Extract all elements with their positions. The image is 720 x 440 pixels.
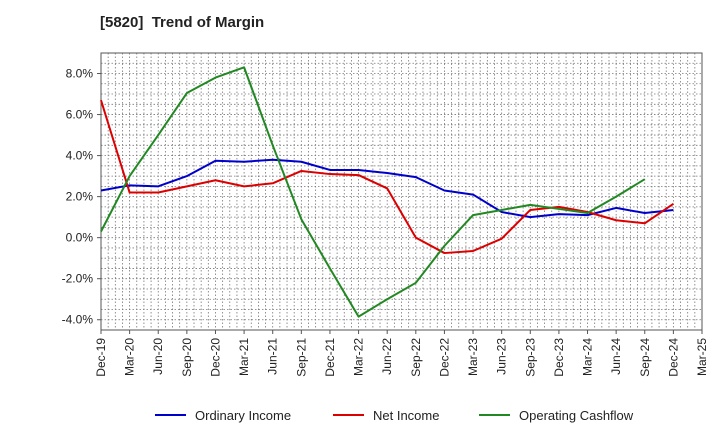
y-tick-label: 0.0% (66, 231, 94, 245)
chart-title: [5820] Trend of Margin (100, 14, 265, 31)
x-tick-label: Dec-23 (552, 338, 566, 377)
x-tick-label: Sep-22 (409, 338, 423, 377)
grid-layer (100, 52, 703, 331)
y-tick-label: -4.0% (62, 313, 94, 327)
x-tick-label: Jun-21 (266, 338, 280, 375)
plot-frame (100, 52, 703, 331)
x-axis-ticks: Dec-19 Mar-20 Jun-20 Sep-20 Dec-20 Mar-21 Jun-… (94, 330, 709, 377)
x-tick-label: Sep-23 (523, 338, 537, 377)
series-line-net-income (100, 99, 674, 255)
legend: Ordinary Income Net Income Operating Cashf… (155, 408, 634, 423)
legend-label-operating-cashflow: Operating Cashflow (519, 408, 634, 423)
x-tick-label: Jun-20 (151, 338, 165, 375)
series-line-ordinary-income (100, 158, 674, 219)
y-tick-label: 6.0% (66, 108, 94, 122)
y-tick-label: 4.0% (66, 149, 94, 163)
x-tick-label: Mar-24 (581, 338, 595, 376)
x-tick-label: Mar-23 (466, 338, 480, 376)
y-tick-label: 8.0% (66, 67, 94, 81)
x-tick-label: Sep-21 (294, 338, 308, 377)
x-tick-label: Mar-21 (237, 338, 251, 376)
x-tick-label: Mar-25 (695, 338, 709, 376)
y-tick-label: -2.0% (62, 272, 94, 286)
x-tick-label: Dec-24 (666, 338, 680, 377)
series-layer (100, 66, 674, 318)
series-line-operating-cashflow (100, 66, 646, 318)
x-tick-label: Dec-22 (437, 338, 451, 377)
x-tick-label: Dec-21 (323, 338, 337, 377)
x-tick-label: Mar-22 (352, 338, 366, 376)
legend-label-net-income: Net Income (373, 408, 439, 423)
x-tick-label: Jun-24 (609, 338, 623, 375)
x-tick-label: Mar-20 (123, 338, 137, 376)
x-tick-label: Jun-23 (495, 338, 509, 375)
y-axis-ticks: 8.0% 6.0% 4.0% 2.0% 0.0% -2.0% -4.0% (62, 67, 101, 327)
x-tick-label: Jun-22 (380, 338, 394, 375)
y-tick-label: 2.0% (66, 190, 94, 204)
x-tick-label: Dec-19 (94, 338, 108, 377)
legend-label-ordinary-income: Ordinary Income (195, 408, 291, 423)
x-tick-label: Dec-20 (208, 338, 222, 377)
x-tick-label: Sep-24 (638, 338, 652, 377)
x-tick-label: Sep-20 (180, 338, 194, 377)
